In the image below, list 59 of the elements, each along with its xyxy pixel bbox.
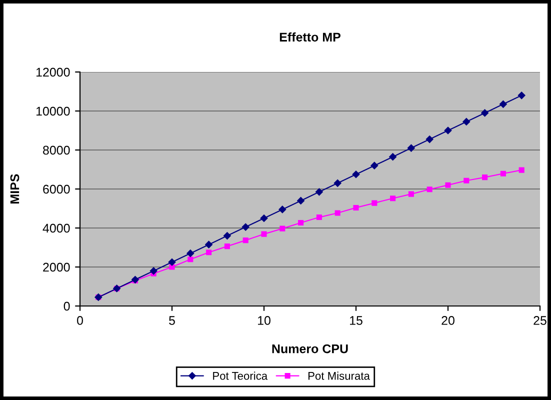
legend-label: Pot Misurata [308,372,370,380]
point [464,178,470,184]
point [278,206,286,214]
point [462,118,470,126]
y-tick-label: 8000 [43,146,70,155]
y-tick-label: 0 [64,302,70,311]
chart-title: Effetto MP [280,32,340,42]
point [500,170,506,176]
point [518,92,526,100]
point [408,191,414,197]
x-tick-label: 20 [442,316,454,325]
point [261,231,267,237]
point [297,197,304,204]
x-axis-title: Numero CPU [272,344,348,354]
point [444,126,452,134]
legend-label: Pot Teorica [213,372,268,380]
point [426,186,432,192]
point [481,109,488,117]
point [408,144,415,152]
point [500,100,507,108]
point [426,136,434,143]
point [205,240,212,248]
point [316,214,322,220]
point [150,267,158,275]
point [298,220,304,226]
point [224,244,230,250]
point [168,258,176,266]
point [445,182,451,188]
point [242,223,250,231]
point [224,232,231,240]
point [389,153,396,160]
x-tick-label: 25 [534,316,546,325]
x-tick-label: 5 [169,316,175,325]
x-tick-label: 0 [77,316,83,325]
y-tick-label: 10000 [36,106,70,116]
point [352,170,360,178]
y-tick-label: 2000 [43,262,70,272]
x-tick-label: 15 [350,316,362,325]
point [316,188,323,196]
point [188,256,194,262]
x-tick-label: 10 [258,316,270,325]
y-axis-title: MIPS [10,174,20,204]
point [518,167,524,173]
point [353,204,359,210]
point [206,250,212,256]
point [334,210,340,216]
point [334,180,342,187]
point [242,238,248,244]
y-tick-label: 4000 [42,224,70,233]
y-tick-label: 12000 [36,68,70,77]
point [260,214,268,222]
point [186,250,194,257]
point [482,174,488,180]
point [370,162,378,170]
point [372,200,378,206]
point [280,226,286,232]
point [169,264,175,270]
point [390,196,396,202]
y-tick-label: 6000 [43,184,70,194]
